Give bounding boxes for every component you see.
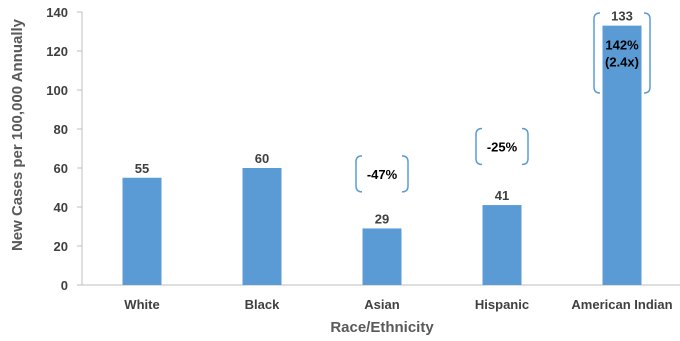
- annotation-bracket-left: [475, 127, 483, 166]
- annotation-text: 142%: [605, 37, 639, 52]
- y-tick-label: 0: [61, 278, 68, 293]
- annotation-bracket-right: [521, 127, 529, 166]
- annotation-bracket-right: [643, 12, 651, 94]
- y-tick-label: 120: [46, 44, 68, 59]
- data-label: 29: [375, 211, 389, 226]
- y-tick-label: 40: [54, 200, 68, 215]
- x-tick-label: American Indian: [571, 297, 672, 312]
- data-label: 133: [611, 9, 633, 24]
- data-label: 41: [495, 188, 509, 203]
- y-tick-label: 140: [46, 5, 68, 20]
- y-tick-label: 100: [46, 83, 68, 98]
- x-tick-label: Hispanic: [475, 297, 529, 312]
- bar: [242, 168, 282, 285]
- labels: 55 White 60 Black 29 Asian 41 Hispanic 133 Americ…: [124, 9, 672, 312]
- annotation-bracket-left: [355, 155, 363, 193]
- annotation-text: (2.4x): [605, 54, 639, 69]
- bar: [122, 177, 162, 285]
- bar: [362, 228, 402, 285]
- data-label: 60: [255, 151, 269, 166]
- bar: [482, 205, 522, 285]
- y-tick-label: 60: [54, 161, 68, 176]
- x-tick-label: Asian: [364, 297, 399, 312]
- x-tick-label: White: [124, 297, 159, 312]
- y-tick-label: 20: [54, 239, 68, 254]
- bars: [122, 25, 642, 286]
- bar: [602, 25, 642, 286]
- annotation-text: -25%: [487, 140, 518, 155]
- x-axis-title: Race/Ethnicity: [330, 319, 434, 336]
- annotations: -47% -25% 142% (2.4x): [355, 12, 651, 193]
- annotation-bracket-left: [593, 12, 601, 94]
- x-tick-label: Black: [245, 297, 280, 312]
- annotation-bracket-right: [401, 155, 409, 193]
- annotation-text: -47%: [367, 167, 398, 182]
- y-axis-title: New Cases per 100,000 Annually: [9, 18, 26, 251]
- data-label: 55: [135, 161, 149, 176]
- axes: 0 20 40 60 80 100 120 140: [46, 5, 680, 293]
- y-tick-label: 80: [54, 122, 68, 137]
